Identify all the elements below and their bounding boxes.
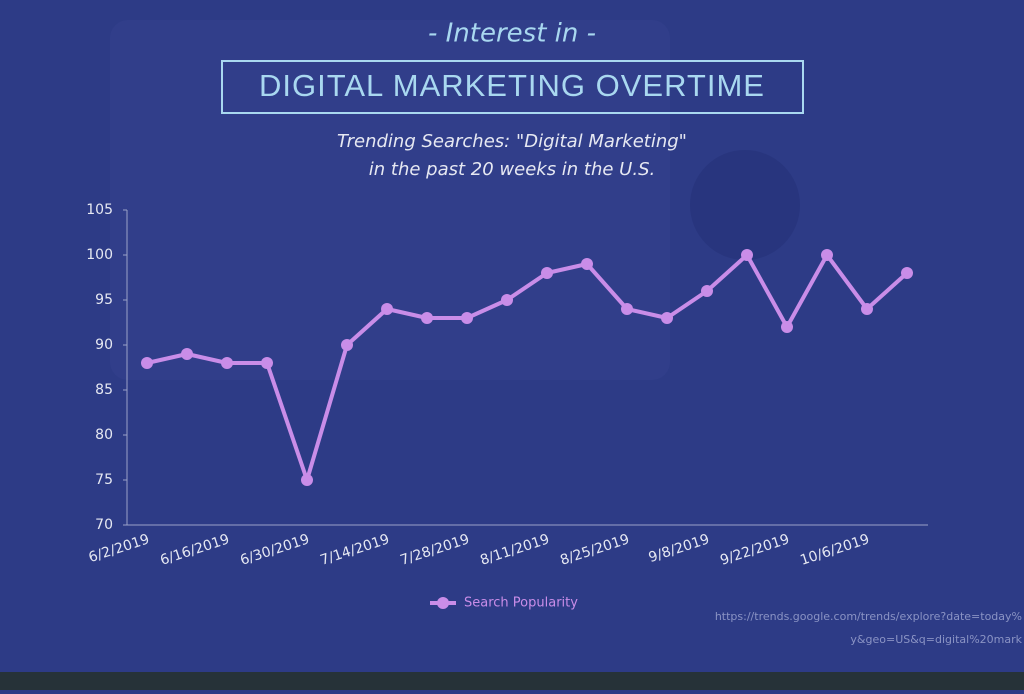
data-point [701,285,713,297]
y-tick-label: 75 [95,472,113,488]
data-point [141,357,153,369]
y-tick-label: 85 [95,382,113,398]
kicker: - Interest in - [428,19,596,49]
title-box [221,60,804,114]
subtitle: in the past 20 weeks in the U.S. [369,159,655,180]
bottom-strip [0,672,1024,690]
data-point [661,312,673,324]
data-point [301,474,313,486]
data-point [621,303,633,315]
data-point [781,321,793,333]
y-tick-label: 95 [95,292,113,308]
data-point [861,303,873,315]
data-point [381,303,393,315]
data-point [581,258,593,270]
source: https://trends.google.com/trends/explore… [715,610,1022,623]
y-tick-label: 80 [95,427,113,443]
series-line [146,253,909,482]
legend-label: Search Popularity [464,596,578,611]
data-point [421,312,433,324]
y-tick-label: 70 [95,517,113,533]
legend-marker [437,597,449,609]
data-point [181,348,193,360]
data-point [221,357,233,369]
data-point [501,294,513,306]
data-point [901,267,913,279]
cup-shape [690,150,800,260]
subtitle: Trending Searches: "Digital Marketing" [337,131,687,152]
data-point [821,249,833,261]
data-point [341,339,353,351]
source: y&geo=US&q=digital%20mark [850,633,1022,646]
chart-title: DIGITAL MARKETING OVERTIME [259,68,765,103]
data-point [541,267,553,279]
y-tick-label: 90 [95,337,113,353]
data-point [461,312,473,324]
laptop-shape [110,20,670,380]
y-tick-label: 100 [86,247,113,263]
y-tick-label: 105 [86,202,113,218]
data-point [741,249,753,261]
data-point [261,357,273,369]
